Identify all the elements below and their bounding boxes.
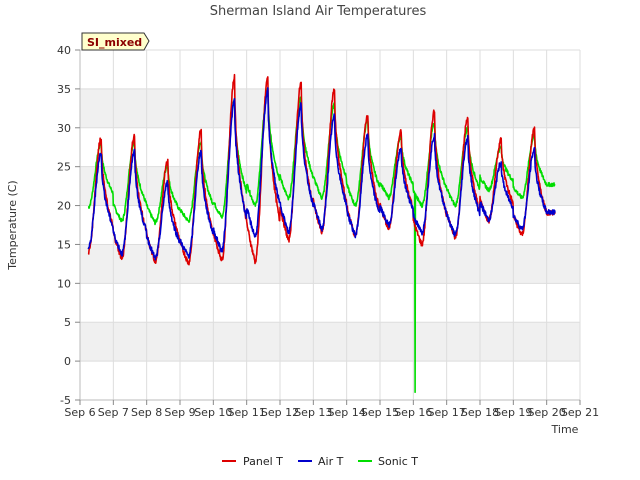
series-line-air-t	[87, 87, 556, 261]
band	[80, 322, 580, 362]
y-tick-label: 5	[64, 316, 71, 329]
series-lines	[87, 73, 556, 393]
y-tick-label: 30	[57, 122, 71, 135]
badge: SI_mixed	[81, 32, 150, 51]
legend: Panel T Air T Sonic T	[222, 455, 418, 468]
badge-label: SI_mixed	[87, 36, 142, 49]
x-tick-label: Sep 16	[394, 406, 432, 419]
badge-shape	[81, 32, 150, 51]
y-tick-label: 25	[57, 161, 71, 174]
y-tick-label: 20	[57, 200, 71, 213]
y-tick-labels: -5 0 5 10 15 20 25 30 35 40	[57, 44, 80, 407]
x-axis-label: Time	[551, 423, 579, 436]
x-tick-label: Sep 17	[428, 406, 466, 419]
axes	[79, 50, 580, 401]
y-tick-label: -5	[60, 394, 71, 407]
legend-label-panel-t: Panel T	[243, 455, 283, 468]
y-tick-label: 10	[57, 277, 71, 290]
x-tick-label: Sep 19	[494, 406, 532, 419]
x-tick-label: Sep 9	[164, 406, 195, 419]
x-tick-label: Sep 7	[98, 406, 129, 419]
y-tick-label: 40	[57, 44, 71, 57]
x-tick-label: Sep 18	[461, 406, 499, 419]
x-tick-label: Sep 20	[528, 406, 566, 419]
x-tick-label: Sep 6	[64, 406, 95, 419]
x-tick-label: Sep 13	[294, 406, 332, 419]
x-tick-label: Sep 21	[561, 406, 599, 419]
legend-label-air-t: Air T	[318, 455, 344, 468]
band	[80, 244, 580, 284]
x-tick-label: Sep 14	[328, 406, 366, 419]
y-tick-label: 35	[57, 83, 71, 96]
y-tick-label: 0	[64, 355, 71, 368]
chart-title: Sherman Island Air Temperatures	[210, 4, 427, 19]
legend-label-sonic-t: Sonic T	[378, 455, 418, 468]
x-tick-label: Sep 11	[228, 406, 266, 419]
x-tick-label: Sep 8	[131, 406, 162, 419]
y-axis-label: Temperature (C)	[6, 180, 19, 270]
x-tick-label: Sep 15	[361, 406, 399, 419]
y-tick-label: 15	[57, 238, 71, 251]
x-tick-label: Sep 12	[261, 406, 299, 419]
x-tick-label: Sep 10	[194, 406, 232, 419]
